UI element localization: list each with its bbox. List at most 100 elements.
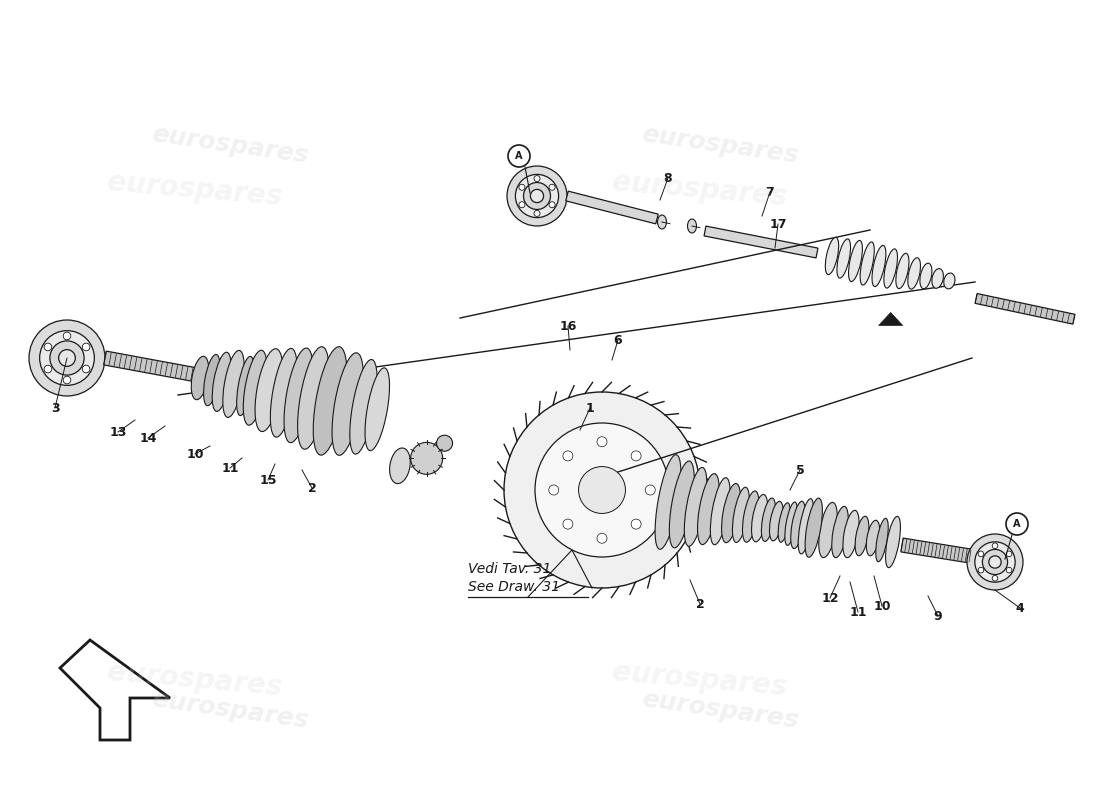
Text: See Draw. 31: See Draw. 31 — [468, 580, 560, 594]
Circle shape — [44, 366, 52, 373]
Ellipse shape — [212, 352, 231, 411]
Circle shape — [82, 343, 90, 350]
Ellipse shape — [733, 487, 749, 542]
Circle shape — [437, 435, 452, 451]
Circle shape — [82, 366, 90, 373]
Ellipse shape — [684, 467, 707, 546]
Text: eurospares: eurospares — [150, 687, 310, 733]
Ellipse shape — [944, 273, 955, 289]
Ellipse shape — [751, 494, 768, 542]
Text: 10: 10 — [186, 447, 204, 461]
Circle shape — [597, 437, 607, 446]
Circle shape — [519, 202, 525, 208]
Ellipse shape — [785, 502, 798, 546]
Ellipse shape — [837, 239, 850, 278]
Circle shape — [516, 174, 559, 218]
Text: A: A — [515, 151, 522, 161]
Circle shape — [1006, 567, 1012, 573]
Text: eurospares: eurospares — [612, 658, 789, 702]
Circle shape — [50, 341, 84, 375]
Ellipse shape — [932, 269, 944, 288]
Circle shape — [40, 330, 95, 386]
Text: eurospares: eurospares — [640, 687, 800, 733]
Circle shape — [967, 534, 1023, 590]
Circle shape — [507, 166, 566, 226]
Ellipse shape — [761, 498, 776, 542]
Circle shape — [1006, 551, 1012, 557]
Text: 9: 9 — [934, 610, 943, 622]
Polygon shape — [975, 294, 1075, 324]
Circle shape — [534, 210, 540, 216]
Text: 5: 5 — [795, 463, 804, 477]
Text: 15: 15 — [260, 474, 277, 486]
Ellipse shape — [832, 506, 848, 558]
Circle shape — [597, 534, 607, 543]
Text: eurospares: eurospares — [107, 658, 284, 702]
Circle shape — [982, 550, 1008, 574]
Circle shape — [563, 519, 573, 529]
Circle shape — [530, 190, 543, 202]
Text: 17: 17 — [769, 218, 786, 230]
Circle shape — [579, 466, 626, 514]
Ellipse shape — [920, 263, 932, 289]
Ellipse shape — [805, 498, 823, 558]
Ellipse shape — [204, 354, 220, 406]
Circle shape — [989, 556, 1001, 568]
Text: 10: 10 — [873, 599, 891, 613]
Text: 6: 6 — [614, 334, 623, 346]
Circle shape — [992, 575, 998, 581]
Ellipse shape — [350, 359, 377, 454]
Ellipse shape — [255, 349, 283, 431]
Text: 14: 14 — [140, 431, 156, 445]
Circle shape — [410, 442, 442, 474]
Text: 11: 11 — [221, 462, 239, 474]
Polygon shape — [565, 191, 658, 224]
Ellipse shape — [722, 483, 740, 542]
Text: eurospares: eurospares — [612, 169, 789, 211]
Ellipse shape — [389, 448, 410, 484]
Circle shape — [563, 451, 573, 461]
Text: A: A — [1013, 519, 1021, 529]
Polygon shape — [60, 640, 170, 740]
Ellipse shape — [365, 368, 389, 450]
Ellipse shape — [243, 350, 267, 425]
Circle shape — [504, 392, 700, 588]
Circle shape — [29, 320, 104, 396]
Ellipse shape — [799, 498, 814, 554]
Ellipse shape — [697, 474, 719, 545]
Text: eurospares: eurospares — [640, 122, 800, 168]
Circle shape — [58, 350, 76, 366]
Circle shape — [646, 485, 656, 495]
Text: eurospares: eurospares — [107, 169, 284, 211]
Ellipse shape — [884, 249, 898, 288]
Text: 2: 2 — [308, 482, 317, 494]
Ellipse shape — [332, 353, 363, 455]
Polygon shape — [901, 538, 971, 563]
Circle shape — [978, 567, 983, 573]
Ellipse shape — [908, 258, 921, 289]
Polygon shape — [103, 351, 198, 382]
Circle shape — [975, 542, 1015, 582]
Ellipse shape — [688, 219, 696, 233]
Circle shape — [519, 184, 525, 190]
Ellipse shape — [236, 357, 254, 415]
Text: 1: 1 — [585, 402, 594, 414]
Ellipse shape — [742, 491, 759, 542]
Polygon shape — [704, 226, 818, 258]
Ellipse shape — [843, 510, 859, 558]
Ellipse shape — [860, 242, 875, 285]
Ellipse shape — [314, 346, 346, 455]
Text: 13: 13 — [109, 426, 126, 438]
Circle shape — [535, 423, 669, 557]
Ellipse shape — [271, 349, 297, 437]
Ellipse shape — [191, 356, 209, 400]
Text: 8: 8 — [663, 171, 672, 185]
Ellipse shape — [855, 516, 869, 556]
Circle shape — [63, 332, 70, 340]
Text: 4: 4 — [1015, 602, 1024, 614]
Ellipse shape — [669, 461, 694, 548]
Ellipse shape — [818, 502, 837, 558]
Ellipse shape — [848, 241, 862, 282]
Circle shape — [63, 376, 70, 384]
Ellipse shape — [778, 502, 790, 542]
